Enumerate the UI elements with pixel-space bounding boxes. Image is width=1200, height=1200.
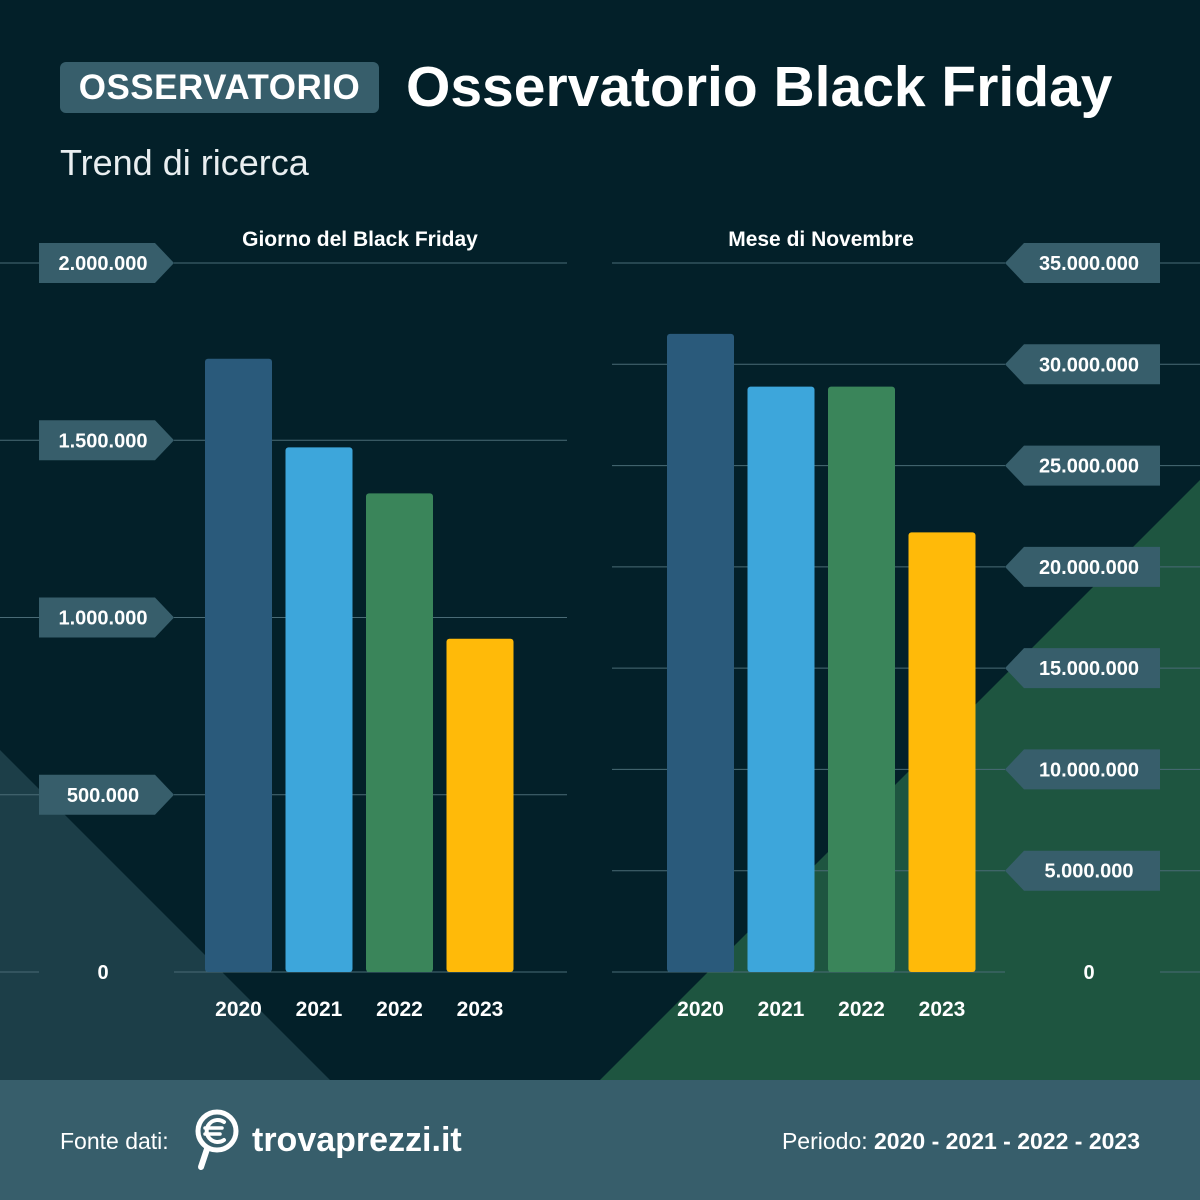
tick-label-box xyxy=(1005,850,1160,891)
chart-title: Giorno del Black Friday xyxy=(242,228,478,251)
chart-black-friday-day: Giorno del Black Friday 0 500.000 1.000.000… xyxy=(0,228,567,1021)
bar-2020 xyxy=(205,358,272,973)
y-tick-label: 0 xyxy=(97,962,108,984)
y-tick-label: 2.000.000 xyxy=(59,253,148,275)
y-tick-label: 1.000.000 xyxy=(59,608,148,630)
tick-label-box xyxy=(39,243,174,283)
x-tick-label: 2021 xyxy=(758,998,805,1021)
page-title: Osservatorio Black Friday xyxy=(406,55,1113,119)
bar-2023 xyxy=(446,638,514,972)
x-tick-label: 2022 xyxy=(838,998,885,1021)
tick-label-box xyxy=(39,597,174,638)
period-years: 2020 - 2021 - 2022 - 2023 xyxy=(874,1128,1140,1154)
bar-2022 xyxy=(366,493,433,972)
y-tick-label: 10.000.000 xyxy=(1039,759,1139,781)
x-tick-label: 2022 xyxy=(376,998,423,1021)
fonte-label: Fonte dati: xyxy=(60,1128,169,1154)
y-tick-label: 1.500.000 xyxy=(59,430,148,452)
period-label: Periodo: xyxy=(781,1128,868,1154)
period-info: Periodo: 2020 - 2021 - 2022 - 2023 xyxy=(782,1127,1140,1155)
magnifier-euro-icon xyxy=(195,1109,239,1170)
chart-title: Mese di Novembre xyxy=(728,228,914,251)
bar-2020 xyxy=(667,333,734,972)
bar-2021 xyxy=(285,447,353,973)
badge-osservatorio: OSSERVATORIO xyxy=(60,62,379,113)
bar-2021 xyxy=(747,386,815,972)
y-tick-label: 25.000.000 xyxy=(1039,456,1139,478)
left-decor-triangle xyxy=(0,750,330,1080)
chart-november-month: Mese di Novembre 0 5.000.000 10.000.000 15.0… xyxy=(612,228,1200,1021)
y-tick-label: 30.000.000 xyxy=(1039,354,1139,376)
y-tick-label: 15.000.000 xyxy=(1039,658,1139,680)
page-subtitle: Trend di ricerca xyxy=(60,142,309,183)
y-tick-label: 500.000 xyxy=(67,785,139,807)
x-tick-label: 2021 xyxy=(296,998,343,1021)
y-tick-label: 0 xyxy=(1083,962,1094,984)
y-tick-label: 35.000.000 xyxy=(1039,253,1139,275)
tick-label-box xyxy=(1005,243,1160,283)
tick-label-box xyxy=(39,420,174,461)
tick-label-box xyxy=(39,774,174,815)
tick-label-box xyxy=(1005,344,1160,385)
tick-label-box xyxy=(1005,648,1160,689)
x-tick-label: 2020 xyxy=(215,998,262,1021)
tick-label-box xyxy=(1005,546,1160,587)
tick-label-box xyxy=(1005,445,1160,486)
x-tick-label: 2023 xyxy=(457,998,504,1021)
brand-name: trovaprezzi.it xyxy=(252,1121,462,1159)
tick-label-box xyxy=(1005,749,1160,790)
bar-2023 xyxy=(908,532,976,972)
x-tick-label: 2020 xyxy=(677,998,724,1021)
bar-2022 xyxy=(828,386,895,972)
y-tick-label: 20.000.000 xyxy=(1039,557,1139,579)
y-tick-label: 5.000.000 xyxy=(1045,861,1134,883)
x-tick-label: 2023 xyxy=(919,998,966,1021)
